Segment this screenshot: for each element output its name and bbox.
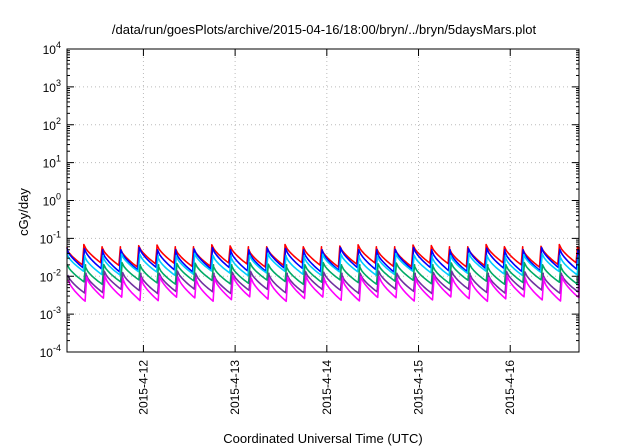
y-tick-label: 100: [43, 192, 61, 209]
y-tick-label: 101: [43, 154, 61, 171]
series-line: [66, 243, 580, 268]
y-axis-label: cGy/day: [16, 188, 31, 236]
y-tick-label: 10-4: [40, 343, 61, 360]
series-line: [66, 246, 580, 273]
x-tick-label: 2015-4-12: [136, 360, 150, 415]
y-tick-label: 103: [43, 78, 61, 95]
x-tick-label: 2015-4-14: [320, 360, 334, 415]
y-axis-ticks: 10-4 10-3 10-2 10-1 100 101 102 103 104: [40, 40, 579, 360]
series-line: [67, 274, 580, 303]
y-tick-label: 102: [43, 116, 61, 133]
y-tick-label: 10-3: [40, 305, 61, 322]
y-tick-label: 104: [43, 40, 61, 57]
series-line: [66, 252, 580, 277]
grid: [67, 49, 579, 352]
x-tick-label: 2015-4-13: [228, 360, 242, 415]
series-line: [66, 270, 580, 295]
plot-series: [66, 243, 580, 303]
y-tick-label: 10-2: [40, 267, 61, 284]
chart-title: /data/run/goesPlots/archive/2015-04-16/1…: [112, 22, 537, 37]
x-axis-ticks: 2015-4-12 2015-4-13 2015-4-14 2015-4-15 2015…: [136, 49, 517, 415]
series-line: [66, 261, 580, 286]
x-axis-label: Coordinated Universal Time (UTC): [223, 431, 422, 446]
x-tick-label: 2015-4-15: [412, 360, 426, 415]
y-tick-label: 10-1: [40, 229, 61, 246]
x-tick-label: 2015-4-16: [503, 360, 517, 415]
